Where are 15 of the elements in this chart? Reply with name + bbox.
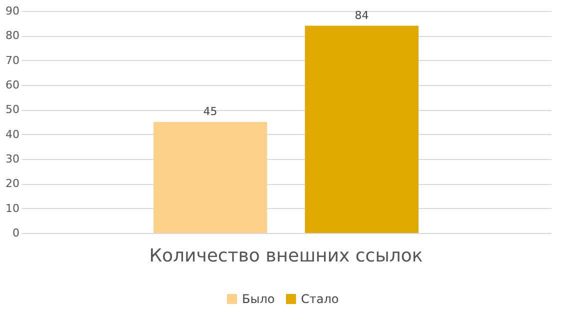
legend-label: Стало bbox=[301, 292, 339, 306]
data-label: 45 bbox=[203, 105, 218, 118]
y-tick-label: 20 bbox=[6, 177, 20, 190]
y-tick-label: 10 bbox=[6, 202, 20, 215]
y-tick-label: 0 bbox=[12, 226, 20, 240]
y-tick-label: 70 bbox=[6, 54, 20, 67]
y-tick-label: 60 bbox=[6, 78, 20, 92]
y-tick-label: 50 bbox=[6, 103, 20, 116]
legend-label: Было bbox=[242, 292, 275, 306]
y-tick-label: 80 bbox=[6, 29, 20, 42]
x-tick-label: Количество внешних ссылок bbox=[149, 246, 423, 266]
data-label: 84 bbox=[354, 8, 369, 22]
y-tick-label: 40 bbox=[6, 128, 20, 141]
y-tick-label: 90 bbox=[6, 4, 20, 18]
y-tick-label: 30 bbox=[6, 152, 20, 166]
